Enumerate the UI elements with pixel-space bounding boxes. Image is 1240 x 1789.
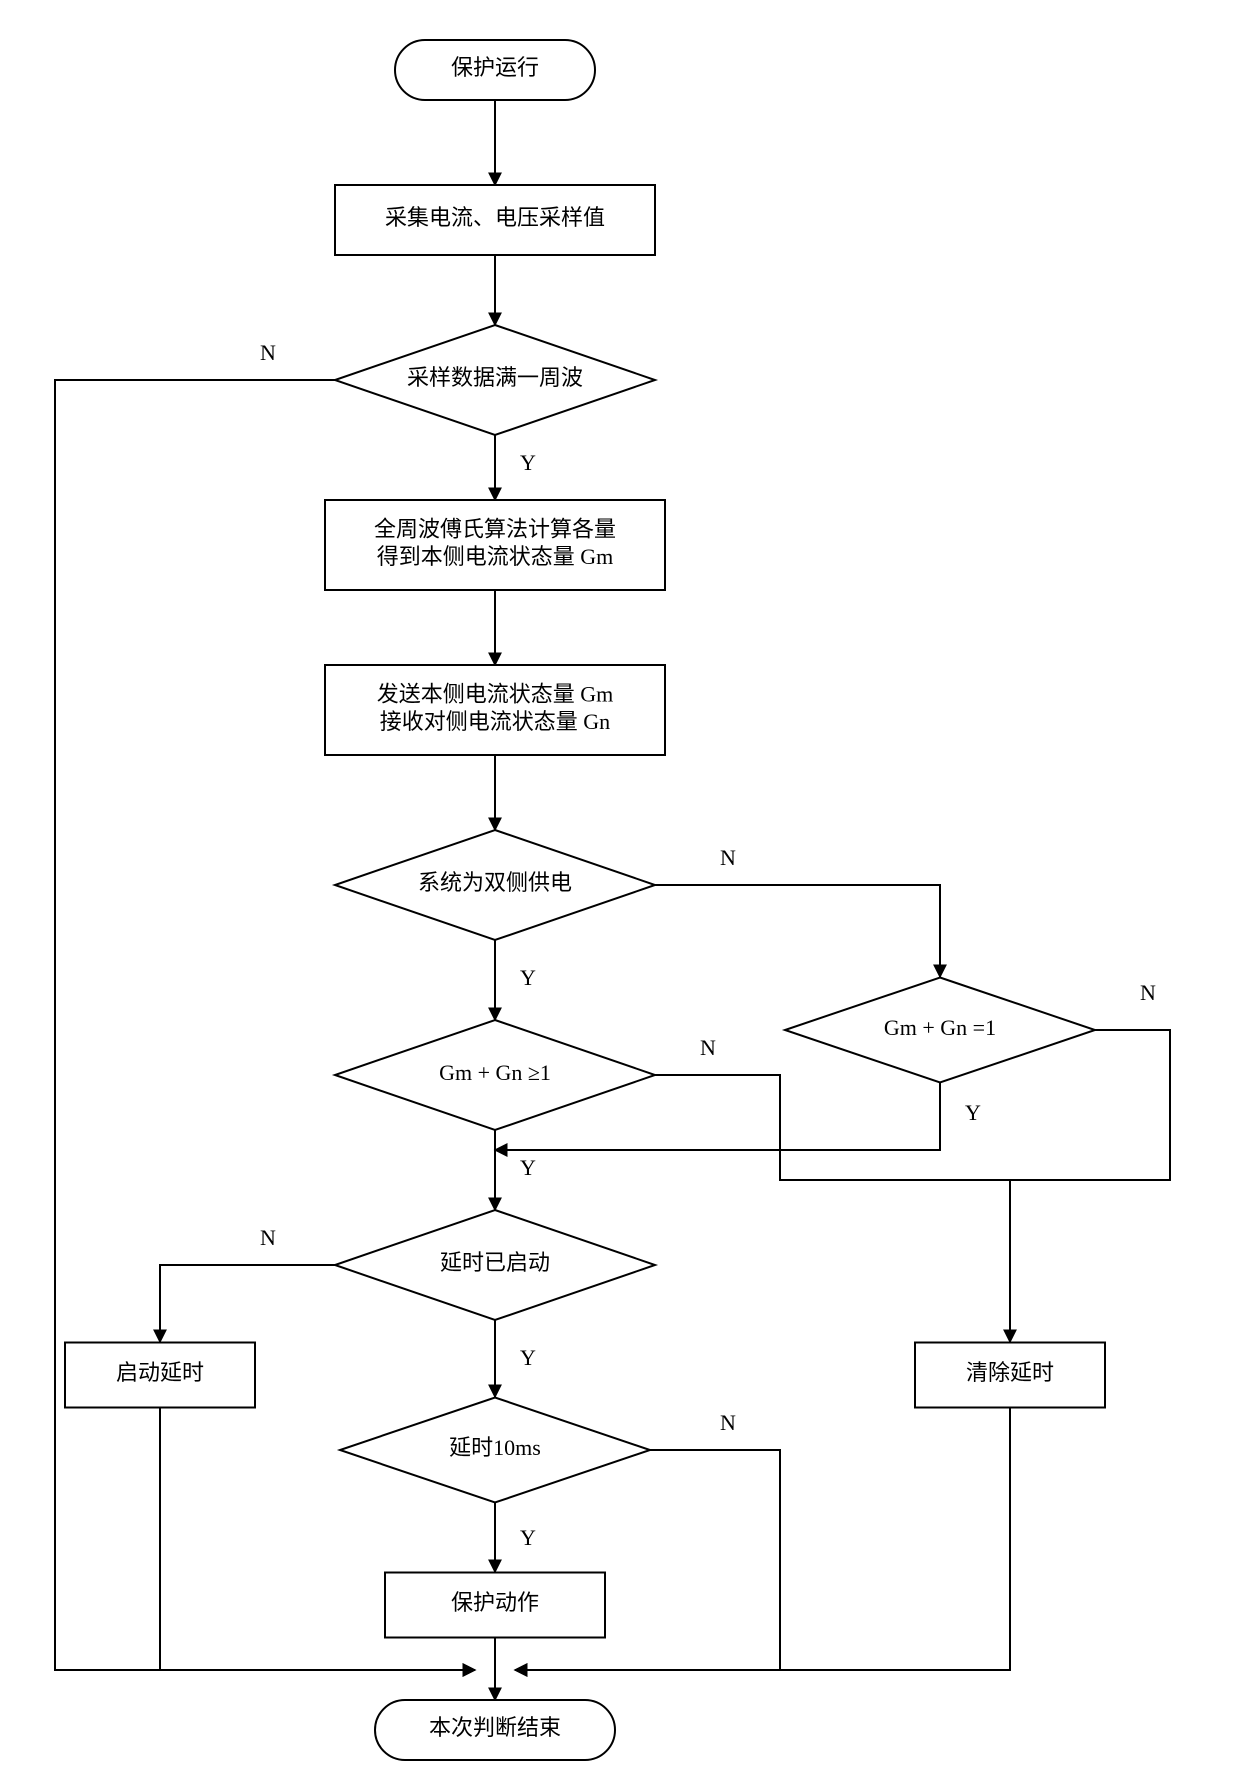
node-label: 本次判断结束 [429,1715,561,1740]
node-d4: Gm + Gn =1 [785,978,1095,1083]
node-label: 采集电流、电压采样值 [385,205,605,230]
edge-label: N [260,340,276,365]
node-p4: 启动延时 [65,1343,255,1408]
node-d2: 系统为双侧供电 [335,830,655,940]
node-d3: Gm + Gn ≥1 [335,1020,655,1130]
node-label: 清除延时 [966,1360,1054,1385]
edge-label: Y [520,1525,536,1550]
node-label: Gm + Gn =1 [884,1015,996,1040]
edge-label: Y [965,1100,981,1125]
node-label: 延时已启动 [440,1250,550,1275]
edge-label: Y [520,450,536,475]
flowchart-canvas: Y N Y N Y N Y N Y N Y N 保护运行采集电流、电压采样值采样数据满一周波全周波傅氏算… [0,0,1240,1789]
node-label: 采样数据满一周波 [407,365,583,390]
node-p6: 保护动作 [385,1573,605,1638]
edge-label: Y [520,1345,536,1370]
edge [655,1075,1010,1342]
edge-label: N [720,1410,736,1435]
node-label: 发送本侧电流状态量 Gm [377,681,614,706]
edge [655,885,940,977]
node-label: Gm + Gn ≥1 [439,1060,551,1085]
node-label: 启动延时 [116,1360,204,1385]
node-p2: 全周波傅氏算法计算各量得到本侧电流状态量 Gm [325,500,665,590]
edge-label: N [700,1035,716,1060]
edge [1010,1030,1170,1180]
edge [160,1265,335,1342]
node-d6: 延时10ms [340,1398,650,1503]
node-p1: 采集电流、电压采样值 [335,185,655,255]
node-label: 系统为双侧供电 [418,870,572,895]
node-label: 延时10ms [449,1435,541,1460]
edge-label: Y [520,965,536,990]
edge-label: N [260,1225,276,1250]
node-d5: 延时已启动 [335,1210,655,1320]
node-label: 保护运行 [451,55,539,80]
node-label: 得到本侧电流状态量 Gm [377,544,614,569]
node-label: 接收对侧电流状态量 Gn [380,709,610,734]
node-p5: 清除延时 [915,1343,1105,1408]
node-label: 全周波傅氏算法计算各量 [374,516,616,541]
edge-label: Y [520,1155,536,1180]
node-label: 保护动作 [451,1590,539,1615]
node-end: 本次判断结束 [375,1700,615,1760]
edge-label: N [720,845,736,870]
node-p3: 发送本侧电流状态量 Gm 接收对侧电流状态量 Gn [325,665,665,755]
edge-label: N [1140,980,1156,1005]
node-d1: 采样数据满一周波 [335,325,655,435]
node-start: 保护运行 [395,40,595,100]
